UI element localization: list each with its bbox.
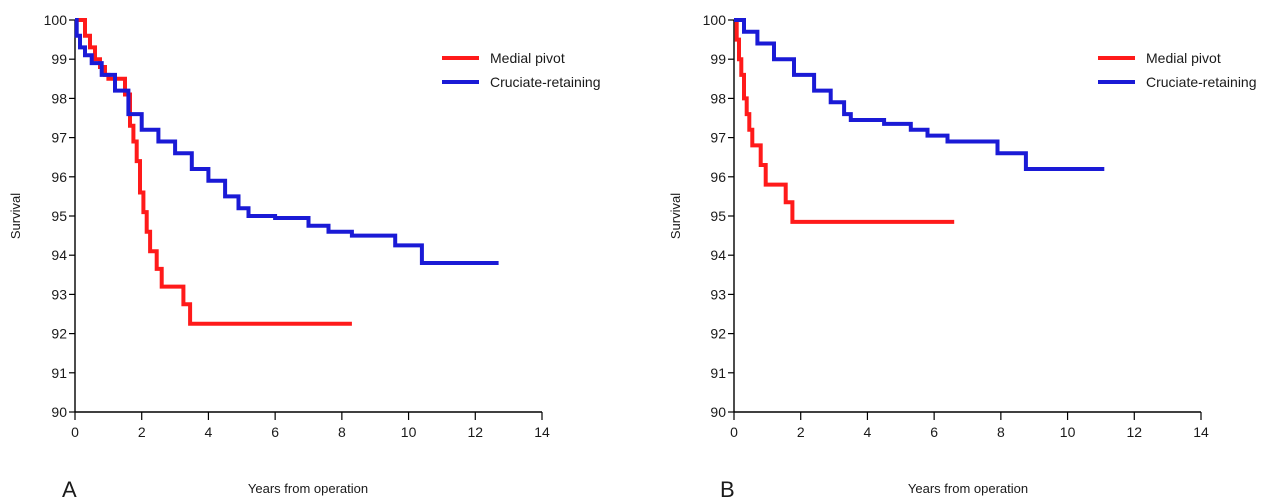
x-tick-label: 12 bbox=[1126, 424, 1142, 440]
y-tick-label: 95 bbox=[710, 208, 726, 224]
x-tick-label: 12 bbox=[467, 424, 483, 440]
x-tick-label: 0 bbox=[730, 424, 738, 440]
y-tick-label: 91 bbox=[710, 365, 726, 381]
x-tick-label: 0 bbox=[71, 424, 79, 440]
legend-label-cruciate-retaining: Cruciate-retaining bbox=[490, 74, 601, 90]
y-axis-title: Survival bbox=[8, 193, 23, 239]
x-tick-label: 8 bbox=[997, 424, 1005, 440]
panel-letter: A bbox=[62, 477, 77, 502]
y-axis-title: Survival bbox=[668, 193, 683, 239]
y-tick-label: 98 bbox=[51, 90, 67, 106]
series-line-medial-pivot bbox=[734, 18, 955, 224]
x-axis-title: Years from operation bbox=[908, 481, 1028, 496]
y-tick-label: 95 bbox=[51, 208, 67, 224]
y-tick-label: 94 bbox=[51, 247, 67, 263]
legend-label-cruciate-retaining: Cruciate-retaining bbox=[1146, 74, 1257, 90]
y-tick-label: 96 bbox=[51, 169, 67, 185]
x-tick-label: 4 bbox=[864, 424, 872, 440]
panel-letter: B bbox=[720, 477, 735, 502]
y-tick-label: 92 bbox=[51, 326, 67, 342]
panel-b: 90 91 92 93 94 95 96 97 98 99 100 0 2 4 6 8 10 12 14 Years … bbox=[668, 12, 1257, 502]
y-tick-label: 94 bbox=[710, 247, 726, 263]
y-tick-label: 100 bbox=[703, 12, 727, 28]
y-tick-label: 97 bbox=[51, 130, 67, 146]
y-tick-label: 93 bbox=[710, 286, 726, 302]
x-tick-label: 14 bbox=[534, 424, 550, 440]
y-tick-label: 92 bbox=[710, 326, 726, 342]
panel-a: 90 91 92 93 94 95 96 97 98 99 100 0 2 4 6 8 10 12 14 Years … bbox=[8, 12, 601, 502]
x-tick-label: 14 bbox=[1193, 424, 1209, 440]
x-tick-label: 2 bbox=[797, 424, 805, 440]
y-tick-label: 96 bbox=[710, 169, 726, 185]
x-tick-label: 4 bbox=[205, 424, 213, 440]
series-line-cruciate-retaining bbox=[734, 18, 1105, 171]
y-tick-label: 99 bbox=[710, 51, 726, 67]
y-tick-label: 90 bbox=[710, 404, 726, 420]
x-tick-label: 10 bbox=[1060, 424, 1076, 440]
x-tick-label: 6 bbox=[930, 424, 938, 440]
y-tick-label: 99 bbox=[51, 51, 67, 67]
y-tick-label: 93 bbox=[51, 286, 67, 302]
x-tick-label: 6 bbox=[271, 424, 279, 440]
y-tick-label: 100 bbox=[44, 12, 68, 28]
legend-label-medial-pivot: Medial pivot bbox=[1146, 50, 1221, 66]
x-tick-label: 8 bbox=[338, 424, 346, 440]
legend-label-medial-pivot: Medial pivot bbox=[490, 50, 565, 66]
y-tick-label: 90 bbox=[51, 404, 67, 420]
y-tick-label: 98 bbox=[710, 90, 726, 106]
y-tick-label: 97 bbox=[710, 130, 726, 146]
x-tick-label: 10 bbox=[401, 424, 417, 440]
series-line-cruciate-retaining bbox=[74, 18, 499, 265]
x-tick-label: 2 bbox=[138, 424, 146, 440]
series-line-medial-pivot bbox=[75, 18, 352, 326]
y-tick-label: 91 bbox=[51, 365, 67, 381]
x-axis-title: Years from operation bbox=[248, 481, 368, 496]
